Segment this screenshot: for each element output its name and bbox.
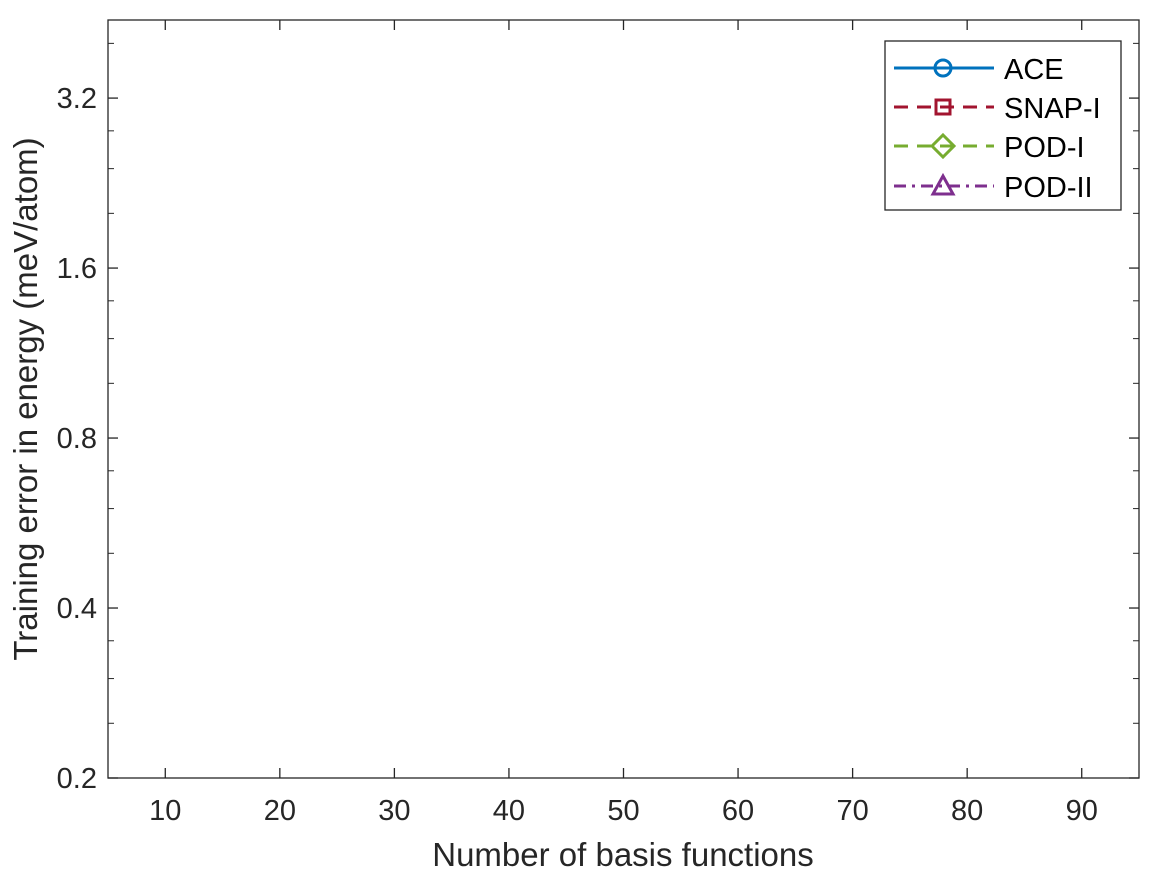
x-tick-label: 90 bbox=[1066, 795, 1098, 827]
legend-marker bbox=[933, 58, 953, 78]
minor-ticks bbox=[108, 42, 1139, 724]
tick-labels: 10 20 30 40 50 60 70 80 90 0.2 0.4 0.8 1.6 3.2 bbox=[57, 83, 1098, 827]
legend-marker bbox=[934, 98, 952, 116]
plot-frame bbox=[107, 19, 1140, 779]
y-axis-title: Training error in energy (meV/atom) bbox=[7, 137, 44, 660]
y-tick-label: 0.8 bbox=[57, 423, 97, 455]
legend-marker bbox=[930, 172, 956, 196]
y-tick-label: 3.2 bbox=[57, 83, 97, 115]
x-tick-label: 40 bbox=[493, 795, 525, 827]
legend: ACE SNAP-I POD-I POD-II bbox=[884, 40, 1122, 211]
legend-item-snap-i: SNAP-I bbox=[894, 93, 1101, 125]
legend-label: POD-I bbox=[1004, 132, 1085, 164]
y-tick-label: 1.6 bbox=[57, 253, 97, 285]
legend-item-ace: ACE bbox=[894, 54, 1064, 86]
x-tick-label: 20 bbox=[264, 795, 296, 827]
legend-label: ACE bbox=[1004, 54, 1064, 86]
x-tick-label: 30 bbox=[378, 795, 410, 827]
ticks bbox=[108, 20, 1139, 779]
x-tick-label: 80 bbox=[951, 795, 983, 827]
legend-label: SNAP-I bbox=[1004, 93, 1101, 125]
y-tick-label: 0.2 bbox=[57, 763, 97, 795]
x-axis-title: Number of basis functions bbox=[432, 836, 814, 873]
legend-item-pod-i: POD-I bbox=[894, 132, 1085, 164]
legend-item-pod-ii: POD-II bbox=[894, 172, 1093, 204]
y-tick-label: 0.4 bbox=[57, 593, 97, 625]
legend-items: ACE SNAP-I POD-I POD-II bbox=[894, 54, 1101, 204]
legend-label: POD-II bbox=[1004, 172, 1093, 204]
x-tick-label: 70 bbox=[836, 795, 868, 827]
x-tick-label: 60 bbox=[722, 795, 754, 827]
x-tick-label: 10 bbox=[149, 795, 181, 827]
legend-marker bbox=[929, 132, 957, 160]
x-tick-label: 50 bbox=[607, 795, 639, 827]
